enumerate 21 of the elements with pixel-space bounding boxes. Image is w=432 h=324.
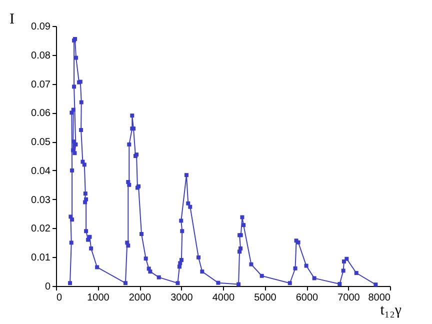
x-tick-label: 3000 — [170, 292, 194, 304]
x-tick-label: 1000 — [87, 292, 110, 304]
y-tick-label: 0.04 — [31, 166, 51, 177]
y-tick-label: 0.07 — [31, 79, 51, 90]
y-axis-title: I — [10, 12, 14, 28]
y-tick-label: 0.03 — [31, 194, 51, 206]
y-tick-label: 0.08 — [31, 50, 51, 62]
x-tick-label: 6000 — [296, 292, 319, 304]
y-tick-label: 0.09 — [31, 22, 51, 32]
x-axis-title: t₁₂γ — [380, 302, 402, 318]
x-tick-label: 4000 — [212, 292, 236, 304]
y-tick-label: 0.02 — [31, 224, 51, 235]
x-tick-label: 7000 — [338, 292, 360, 304]
x-tick-label: 5000 — [254, 292, 277, 304]
x-tick-label: 2000 — [128, 292, 152, 304]
y-tick-label: 0.05 — [31, 137, 51, 148]
y-tick-label: 0 — [44, 282, 51, 292]
y-tick-label: 0.01 — [31, 252, 51, 264]
x-tick-label: 0 — [56, 292, 62, 304]
x-tick-label: 8000 — [368, 292, 391, 304]
y-tick-label: 0.06 — [31, 108, 51, 120]
